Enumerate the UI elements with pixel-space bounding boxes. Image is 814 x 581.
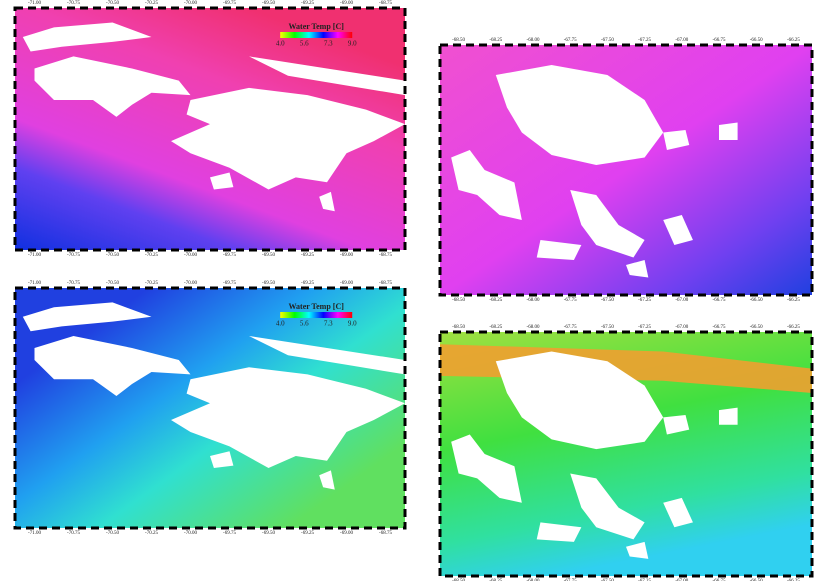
map-panel: -71.00 -71.00 -70.75 -70.75 -70.50 -70.50 -70.… [15, 1, 405, 258]
x-tick-label: -71.00 [28, 1, 41, 6]
x-tick-label: -69.25 [301, 531, 314, 536]
colorbar-tick: 5.6 [300, 40, 309, 48]
x-tick-label: -67.25 [638, 38, 651, 43]
x-tick-label: -66.75 [713, 38, 726, 43]
x-tick-label: -70.25 [145, 531, 158, 536]
x-tick-label: -70.50 [106, 1, 119, 6]
x-tick-label: -69.75 [223, 253, 236, 258]
x-tick-label: -68.00 [527, 325, 540, 330]
water [440, 45, 812, 295]
x-tick-label: -70.25 [145, 281, 158, 286]
x-tick-label: -69.00 [340, 531, 353, 536]
figure: -71.00 -71.00 -70.75 -70.75 -70.50 -70.50 -70.… [0, 0, 814, 581]
x-tick-label: -70.00 [184, 1, 197, 6]
x-tick-label: -68.50 [452, 298, 465, 303]
x-tick-label: -69.75 [223, 281, 236, 286]
x-tick-label: -68.50 [452, 325, 465, 330]
x-tick-label: -69.25 [301, 1, 314, 6]
colorbar-tick: 4.0 [276, 320, 285, 328]
x-tick-label: -68.25 [489, 325, 502, 330]
x-tick-label: -69.50 [262, 1, 275, 6]
x-tick-label: -68.50 [452, 38, 465, 43]
x-tick-label: -67.50 [601, 325, 614, 330]
x-tick-label: -69.50 [262, 253, 275, 258]
map-panel: -68.50 -68.50 -68.25 -68.25 -68.00 -68.00 -67.… [440, 38, 812, 303]
colorbar-title: Water Temp [C] [288, 22, 344, 31]
x-tick-label: -67.75 [564, 325, 577, 330]
colorbar-tick: 9.0 [348, 40, 357, 48]
x-tick-label: -69.00 [340, 253, 353, 258]
x-tick-label: -71.00 [28, 253, 41, 258]
x-tick-label: -70.00 [184, 253, 197, 258]
colorbar-title: Water Temp [C] [288, 302, 344, 311]
x-tick-label: -70.75 [67, 281, 80, 286]
x-tick-label: -68.00 [527, 298, 540, 303]
x-tick-label: -67.25 [638, 298, 651, 303]
colorbar [280, 32, 352, 38]
x-tick-label: -70.00 [184, 531, 197, 536]
land [719, 123, 738, 141]
x-tick-label: -71.00 [28, 281, 41, 286]
x-tick-label: -68.75 [379, 253, 392, 258]
x-tick-label: -66.25 [787, 298, 800, 303]
x-tick-label: -67.75 [564, 38, 577, 43]
x-tick-label: -67.00 [675, 38, 688, 43]
x-tick-label: -70.00 [184, 281, 197, 286]
land [719, 408, 738, 425]
x-tick-label: -69.75 [223, 531, 236, 536]
x-tick-label: -66.25 [787, 38, 800, 43]
x-tick-label: -66.75 [713, 325, 726, 330]
x-tick-label: -68.75 [379, 1, 392, 6]
x-tick-label: -67.00 [675, 325, 688, 330]
x-tick-label: -69.00 [340, 1, 353, 6]
colorbar-tick: 4.0 [276, 40, 285, 48]
x-tick-label: -69.50 [262, 531, 275, 536]
x-tick-label: -70.50 [106, 281, 119, 286]
x-tick-label: -70.75 [67, 531, 80, 536]
x-tick-label: -68.75 [379, 281, 392, 286]
x-tick-label: -66.50 [750, 325, 763, 330]
colorbar-tick: 7.3 [324, 320, 333, 328]
x-tick-label: -68.00 [527, 38, 540, 43]
x-tick-label: -70.50 [106, 531, 119, 536]
x-tick-label: -70.50 [106, 253, 119, 258]
x-tick-label: -69.25 [301, 253, 314, 258]
x-tick-label: -67.25 [638, 325, 651, 330]
x-tick-label: -71.00 [28, 531, 41, 536]
x-tick-label: -69.00 [340, 281, 353, 286]
x-tick-label: -66.50 [750, 298, 763, 303]
colorbar-tick: 5.6 [300, 320, 309, 328]
x-tick-label: -70.25 [145, 1, 158, 6]
x-tick-label: -66.25 [787, 325, 800, 330]
x-tick-label: -69.25 [301, 281, 314, 286]
map-panel: -68.50-68.50-68.25-68.25-68.00-68.00-67.… [440, 325, 812, 581]
colorbar-tick: 7.3 [324, 40, 333, 48]
x-tick-label: -70.25 [145, 253, 158, 258]
x-tick-label: -70.75 [67, 1, 80, 6]
x-tick-label: -68.25 [489, 38, 502, 43]
x-tick-label: -67.50 [601, 298, 614, 303]
x-tick-label: -67.50 [601, 38, 614, 43]
x-tick-label: -68.25 [489, 298, 502, 303]
x-tick-label: -68.75 [379, 531, 392, 536]
x-tick-label: -67.00 [675, 298, 688, 303]
x-tick-label: -67.75 [564, 298, 577, 303]
colorbar [280, 312, 352, 318]
x-tick-label: -70.75 [67, 253, 80, 258]
map-panel: -71.00 -71.00 -70.75 -70.75 -70.50 -70.50 -70.… [15, 281, 405, 536]
x-tick-label: -66.50 [750, 38, 763, 43]
x-tick-label: -66.75 [713, 298, 726, 303]
colorbar-tick: 9.0 [348, 320, 357, 328]
x-tick-label: -69.50 [262, 281, 275, 286]
x-tick-label: -69.75 [223, 1, 236, 6]
